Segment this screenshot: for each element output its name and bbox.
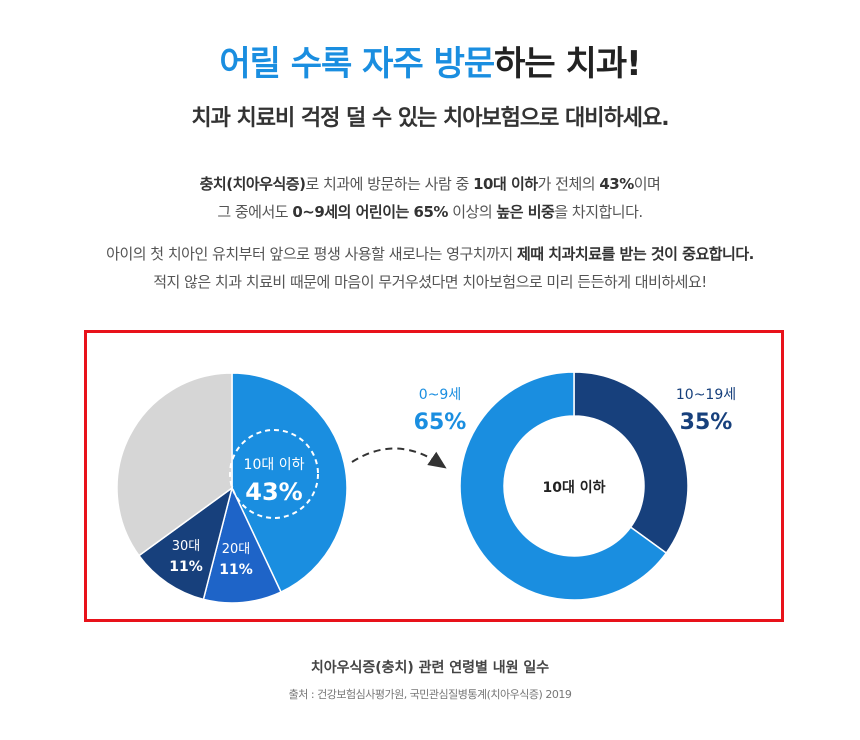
intro-line-1: 충치(치아우식증)로 치과에 방문하는 사람 중 10대 이하가 전체의 43%… [0,170,860,198]
intro-bold: 제때 치과치료를 받는 것이 중요합니다. [516,245,754,263]
intro-text: 을 차지합니다. [554,203,643,221]
intro-text: 아이의 첫 치아인 유치부터 앞으로 평생 사용할 새로나는 영구치까지 [106,245,517,263]
teen-donut-chart [459,371,689,601]
intro-text: 로 치과에 방문하는 사람 중 [305,175,474,193]
intro-text: 그 중에서도 [217,203,293,221]
chart-caption: 치아우식증(충치) 관련 연령별 내원 일수 [310,660,550,676]
slice-label-thirties: 30대 [172,539,201,554]
chart-labels: 10대 이하 43% 20대 11% 30대 11% 0~9세 65% 10~19세 35% 10대… [169,387,736,578]
intro-paragraph-2: 아이의 첫 치아인 유치부터 앞으로 평생 사용할 새로나는 영구치까지 제때 … [0,240,860,296]
intro-bold: 10대 이하 [473,175,538,193]
intro-bold: 높은 비중 [496,203,555,221]
chart-frame [84,330,784,622]
pie-slice-3 [116,372,233,557]
headline-rest: 하는 치과! [494,44,641,84]
pie-slice-0 [231,372,348,594]
donut-value-10-19: 35% [680,410,733,435]
intro-line-4: 적지 않은 치과 치료비 때문에 마음이 무거우셨다면 치아보험으로 미리 든든… [153,273,707,291]
intro-paragraph-1: 충치(치아우식증)로 치과에 방문하는 사람 중 10대 이하가 전체의 43%… [0,170,860,226]
slice-value-teens: 43% [245,478,302,506]
arrow-icon [351,447,447,469]
donut-value-0-9: 65% [414,410,467,435]
intro-bold: 43% [599,175,634,193]
intro-bold: 0~9세의 어린이는 65% [292,203,448,221]
subheadline: 치과 치료비 걱정 덜 수 있는 치아보험으로 대비하세요. [191,106,669,131]
pie-slice-1 [202,485,282,604]
slice-label-twenties: 20대 [222,542,251,557]
headline-accent: 어릴 수록 자주 방문 [219,44,495,84]
donut-label-10-19: 10~19세 [676,387,736,403]
donut-label-0-9: 0~9세 [419,387,461,403]
highlight-dashed-ring [229,429,319,519]
age-pie-chart [116,372,348,604]
headline: 어릴 수록 자주 방문하는 치과! [0,36,860,85]
intro-bold: 충치(치아우식증) [199,175,306,193]
pie-slice-2 [137,486,234,601]
intro-line-3: 아이의 첫 치아인 유치부터 앞으로 평생 사용할 새로나는 영구치까지 제때 … [0,240,860,268]
slice-value-twenties: 11% [219,562,253,578]
intro-line-2: 그 중에서도 0~9세의 어린이는 65% 이상의 높은 비중을 차지합니다. [0,198,860,226]
slice-label-teens: 10대 이하 [244,457,305,473]
donut-slice-0 [573,371,689,555]
intro-text: 이상의 [447,203,497,221]
donut-slice-1 [459,371,668,601]
intro-text: 이며 [633,175,661,193]
chart-source: 출처 : 건강보험심사평가원, 국민관심질병통계(치아우식증) 2019 [288,688,572,701]
donut-center-label: 10대 이하 [543,479,606,496]
chart-area: 10대 이하 43% 20대 11% 30대 11% 0~9세 65% 10~19세 35% 10대… [116,371,736,604]
slice-value-thirties: 11% [169,559,203,575]
intro-text: 가 전체의 [537,175,600,193]
